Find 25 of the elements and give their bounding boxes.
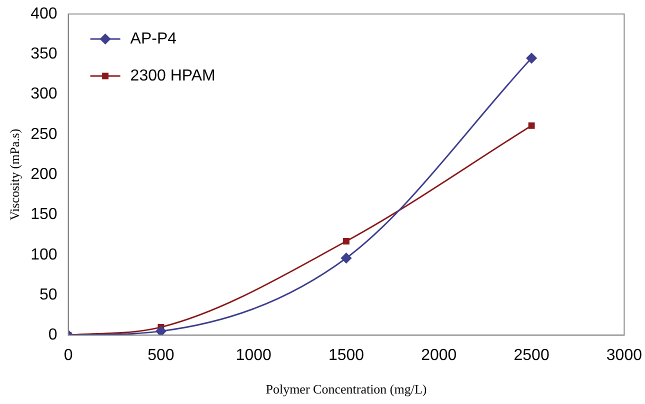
- x-tick-label: 1500: [328, 347, 364, 364]
- point: [341, 252, 352, 264]
- y-axis-title: Viscosity (mPa.s): [7, 128, 22, 220]
- y-tick-label: 100: [30, 246, 58, 264]
- point: [528, 122, 535, 129]
- point: [526, 52, 537, 64]
- y-tick-label: 200: [30, 166, 58, 184]
- y-tick-label: 350: [30, 46, 58, 63]
- y-tick-label: 250: [30, 126, 58, 143]
- x-tick-label: 0: [64, 347, 73, 364]
- y-tick-label: 0: [48, 326, 58, 344]
- x-tick-label: 1000: [236, 347, 272, 364]
- point: [156, 326, 166, 336]
- legend-label: AP-P4: [130, 30, 177, 48]
- x-tick-label: 3000: [606, 347, 642, 364]
- legend-label: 2300 HPAM: [130, 67, 216, 84]
- x-tick-label: 2500: [514, 347, 550, 364]
- y-tick-label: 50: [40, 286, 58, 304]
- x-tick-label: 500: [148, 347, 174, 364]
- y-tick-label: 400: [30, 5, 58, 22]
- y-tick-label: 150: [30, 206, 58, 224]
- x-tick-label: 2000: [421, 347, 457, 364]
- x-axis-title: Polymer Concentration (mg/L): [266, 382, 427, 397]
- point: [343, 238, 350, 244]
- y-tick-label: 300: [30, 86, 58, 103]
